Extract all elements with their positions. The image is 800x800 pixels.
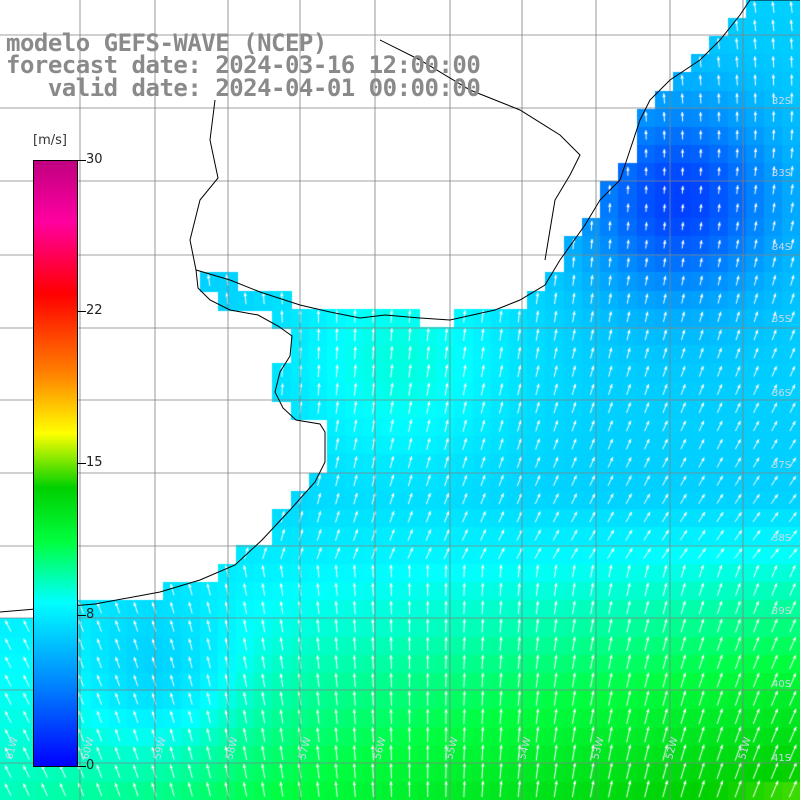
lat-label: 37S	[772, 460, 791, 471]
lon-label: 53W	[590, 736, 607, 761]
lat-label: 34S	[772, 242, 791, 253]
lat-label: 40S	[772, 679, 791, 690]
lat-label: 41S	[772, 753, 791, 764]
lon-label: 51W	[737, 736, 754, 761]
lat-label: 38S	[772, 533, 791, 544]
colorbar-tick-22: 22	[86, 303, 103, 318]
forecast-date: forecast date: 2024-03-16 12:00:00	[6, 51, 481, 79]
wind-speed-colorbar	[33, 160, 78, 767]
colorbar-tick-30: 30	[86, 152, 103, 167]
lat-label: 35S	[772, 314, 791, 325]
lat-label: 39S	[772, 606, 791, 617]
lon-label: 55W	[444, 736, 461, 761]
valid-date: valid date: 2024-04-01 00:00:00	[6, 74, 481, 102]
colorbar-tick-8: 8	[86, 607, 95, 622]
lon-label: 52W	[664, 736, 681, 761]
lon-label: 58W	[224, 736, 241, 761]
lat-label: 32S	[772, 96, 791, 107]
colorbar-tick-15: 15	[86, 455, 103, 470]
colorbar-tick-0: 0	[86, 758, 95, 773]
lon-label: 54W	[517, 736, 534, 761]
lat-label: 36S	[772, 388, 791, 399]
model-title: modelo GEFS-WAVE (NCEP)	[6, 29, 327, 57]
lon-label: 61W	[4, 736, 21, 761]
colorbar-unit-label: [m/s]	[33, 133, 67, 148]
coastline	[0, 0, 800, 613]
lat-label: 33S	[772, 168, 791, 179]
